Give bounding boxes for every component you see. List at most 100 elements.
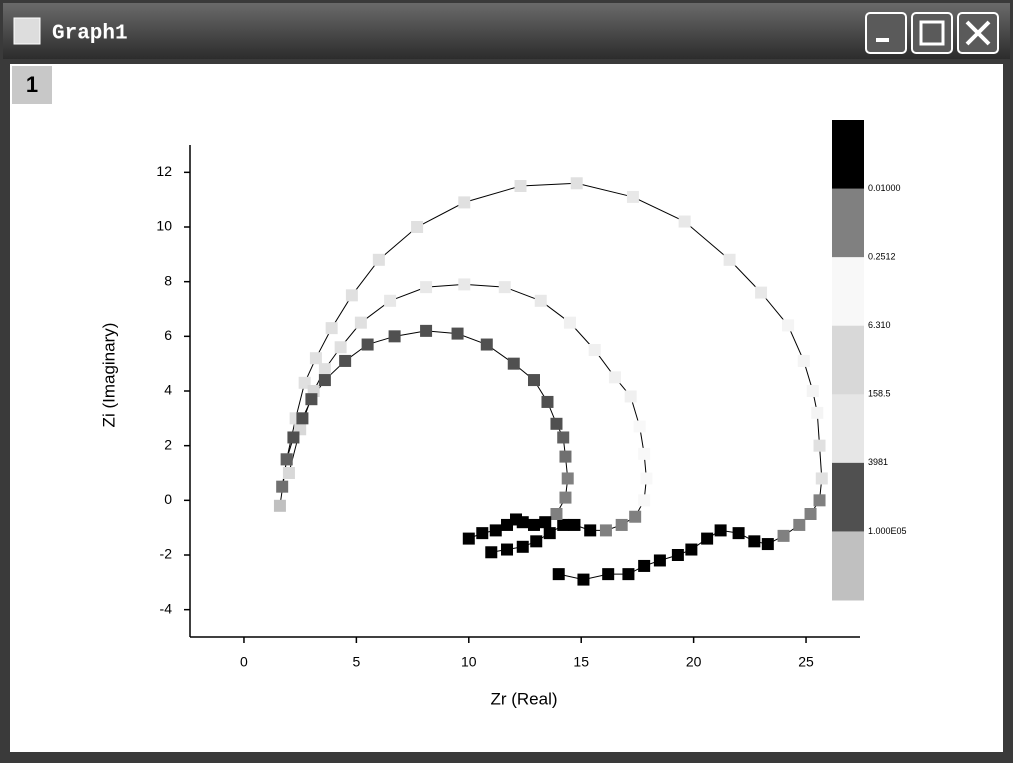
data-point (552, 568, 565, 581)
colormap-band (832, 257, 864, 327)
data-point (489, 524, 502, 537)
data-point (485, 546, 498, 559)
data-point (451, 327, 464, 340)
data-point (296, 412, 309, 425)
colormap-label: 0.2512 (868, 252, 896, 262)
y-tick-label: 0 (164, 491, 172, 507)
data-point (334, 341, 347, 354)
x-axis-label: Zr (Real) (490, 689, 557, 708)
data-point (501, 518, 514, 531)
data-point (678, 215, 691, 228)
data-point (723, 253, 736, 266)
data-point (615, 518, 628, 531)
data-point (420, 324, 433, 337)
data-point (458, 196, 471, 209)
data-point (761, 538, 774, 551)
close-button[interactable] (957, 12, 999, 54)
data-point (339, 354, 352, 367)
title-bar (3, 3, 1010, 59)
data-point (411, 221, 424, 233)
data-point (318, 363, 331, 376)
layer-number: 1 (26, 72, 38, 97)
data-point (287, 431, 300, 444)
colormap-band (832, 325, 864, 395)
data-point (541, 395, 554, 408)
maximize-button[interactable] (911, 12, 953, 54)
data-point (638, 559, 651, 572)
layer-tab[interactable] (12, 66, 52, 104)
data-point (280, 453, 293, 466)
data-point (782, 319, 795, 332)
data-point (701, 532, 714, 545)
data-point (577, 573, 590, 586)
data-point (588, 344, 601, 356)
colormap-label: 158.5 (868, 389, 891, 399)
data-point (640, 472, 653, 485)
data-point (813, 439, 826, 452)
data-point (462, 532, 475, 545)
data-point (624, 390, 637, 403)
data-point (685, 543, 698, 556)
data-point (622, 568, 635, 581)
data-point (584, 524, 597, 537)
data-point (458, 278, 471, 291)
data-point (608, 371, 621, 384)
data-point (372, 253, 385, 266)
data-point (748, 535, 761, 548)
data-point (507, 357, 520, 370)
data-point (388, 330, 401, 343)
data-point (420, 281, 433, 294)
data-point (559, 491, 572, 504)
data-point (305, 393, 318, 406)
colormap-band (832, 188, 864, 258)
data-point (806, 385, 819, 397)
data-point (797, 354, 810, 367)
x-tick-label: 20 (686, 654, 702, 670)
window-title: Graph1 (52, 23, 128, 46)
data-point (557, 431, 570, 444)
data-point (638, 447, 651, 460)
data-point (563, 316, 576, 329)
data-point (534, 294, 547, 307)
colormap-band (832, 394, 864, 464)
data-point (653, 554, 666, 567)
colormap-label: 1.000E05 (868, 526, 907, 536)
y-tick-label: 4 (164, 382, 172, 398)
colormap-label: 6.310 (868, 320, 891, 330)
data-point (516, 540, 529, 553)
data-point (539, 516, 552, 529)
data-point (282, 467, 295, 479)
colormap-label: 0.01000 (868, 183, 901, 193)
data-point (543, 527, 556, 540)
y-tick-label: 12 (156, 163, 172, 179)
data-point (361, 338, 374, 351)
y-tick-label: 6 (164, 327, 172, 343)
data-point (550, 508, 563, 520)
data-point (638, 494, 651, 507)
data-point (557, 518, 570, 531)
data-point (550, 417, 563, 430)
data-point (777, 529, 790, 542)
data-point (498, 281, 511, 294)
data-point (501, 543, 514, 556)
data-point (626, 190, 639, 203)
data-point (325, 322, 338, 335)
data-point (570, 177, 583, 190)
data-point (815, 472, 828, 485)
data-point (629, 510, 642, 523)
data-point (602, 568, 615, 581)
data-point (354, 316, 367, 329)
y-tick-label: 10 (156, 218, 172, 234)
data-point (384, 294, 397, 307)
data-point (813, 494, 826, 507)
data-point (527, 374, 540, 387)
window-icon[interactable] (13, 17, 41, 45)
x-tick-label: 5 (352, 654, 360, 670)
minimize-button[interactable] (865, 12, 907, 54)
data-point (599, 524, 612, 537)
data-point (276, 480, 289, 493)
y-tick-label: -4 (160, 600, 173, 616)
data-point (527, 518, 540, 531)
colormap-band (832, 531, 864, 601)
